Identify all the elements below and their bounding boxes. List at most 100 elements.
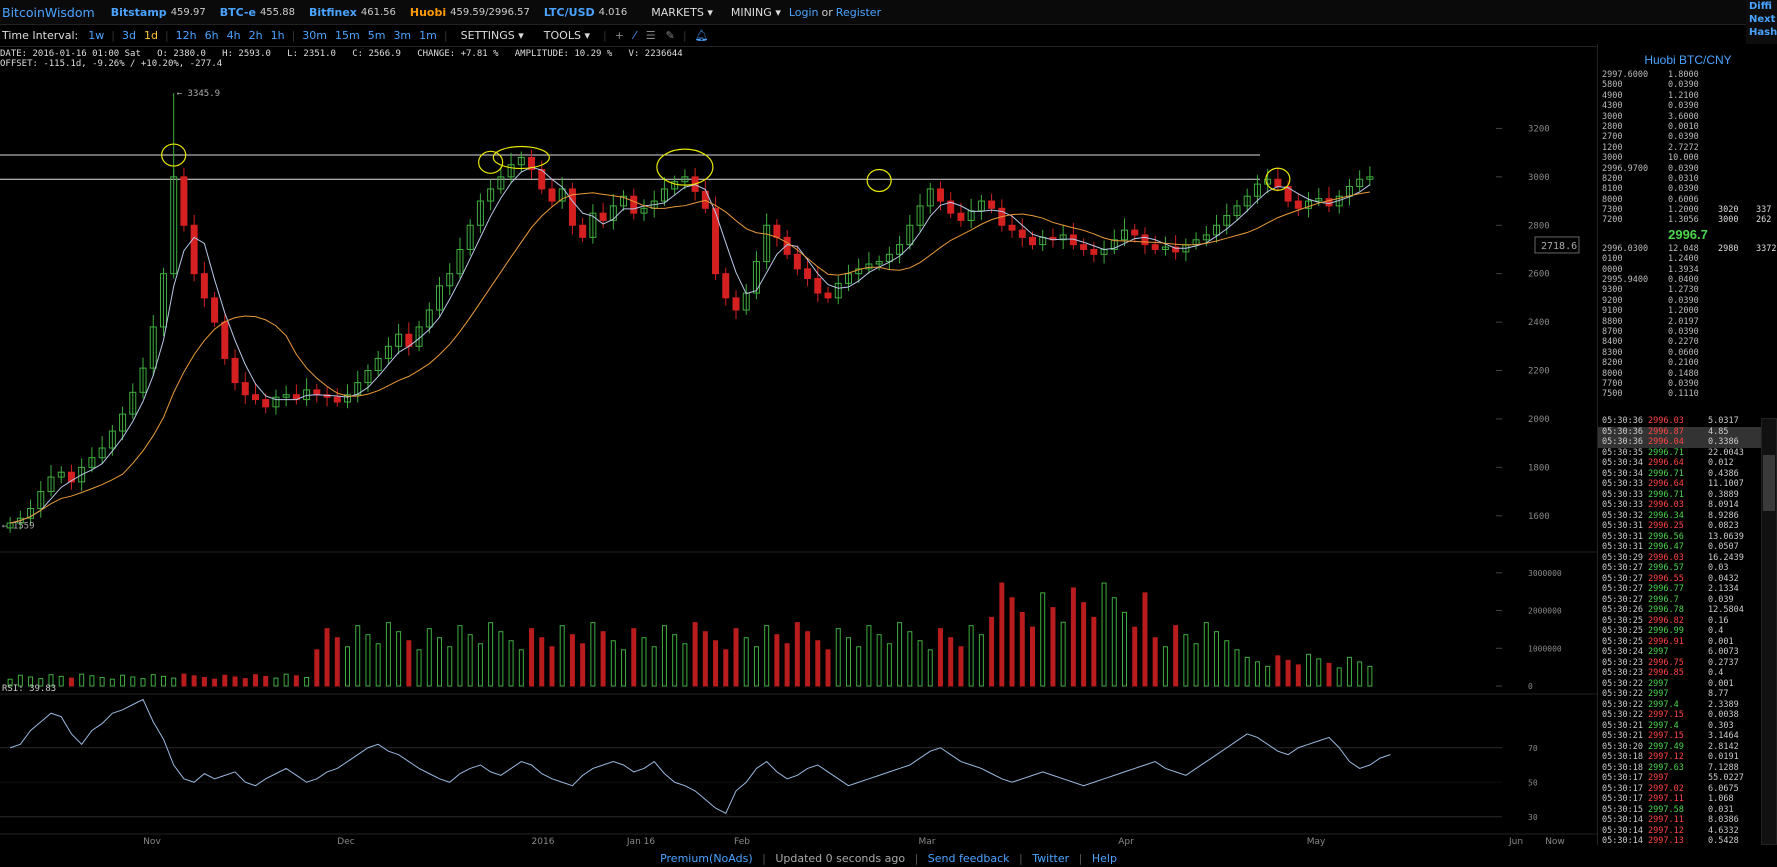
mining-menu[interactable]: MINING ▾ bbox=[731, 6, 781, 19]
bid-price: 8800 bbox=[1602, 316, 1623, 327]
trade-row: 05:30:33 2996.71 0.3889 bbox=[1598, 490, 1777, 501]
twitter-link[interactable]: Twitter bbox=[1032, 852, 1070, 865]
candle-body bbox=[231, 357, 239, 384]
interval-12h[interactable]: 12h bbox=[175, 29, 197, 42]
volume-bar bbox=[968, 625, 974, 687]
interval-1d[interactable]: 1d bbox=[143, 29, 158, 42]
market-bitfinex[interactable]: Bitfinex bbox=[308, 5, 357, 19]
divider: | bbox=[111, 29, 115, 42]
bid-row: 8700 0.0390 bbox=[1598, 327, 1777, 337]
pen-tool-icon[interactable]: ✎ bbox=[665, 29, 675, 42]
interval-2h[interactable]: 2h bbox=[248, 29, 263, 42]
help-link[interactable]: Help bbox=[1091, 852, 1117, 865]
market-bitstamp[interactable]: Bitstamp bbox=[110, 5, 167, 19]
site-logo[interactable]: BitcoinWisdom bbox=[2, 4, 95, 20]
candle-body bbox=[936, 188, 944, 202]
trade-amount: 3.1464 bbox=[1708, 731, 1739, 741]
volume-bar bbox=[7, 678, 13, 687]
candle-body bbox=[1029, 236, 1036, 246]
trade-history-list[interactable]: 05:30:36 2996.03 5.0317 05:30:36 2996.87 4.85… bbox=[1598, 416, 1777, 847]
volume-bar bbox=[396, 631, 402, 687]
interval-6h[interactable]: 6h bbox=[204, 29, 219, 42]
candle-body bbox=[967, 210, 975, 221]
trade-price: 2996.71 bbox=[1648, 489, 1684, 500]
bid-amount: 0.0390 bbox=[1668, 295, 1699, 306]
send-feedback-link[interactable]: Send feedback bbox=[927, 852, 1010, 865]
login-link[interactable]: Login bbox=[788, 5, 819, 19]
ask-row: 2800 0.0010 bbox=[1598, 122, 1777, 132]
market-btce[interactable]: BTC-e bbox=[219, 5, 256, 19]
candle-body bbox=[57, 471, 65, 478]
interval-15m[interactable]: 15m bbox=[335, 29, 360, 42]
divider: | bbox=[602, 29, 607, 42]
scrollbar-thumb[interactable] bbox=[1763, 455, 1775, 511]
trendline-tool-icon[interactable]: ⁄ bbox=[633, 29, 636, 42]
interval-1h[interactable]: 1h bbox=[270, 29, 285, 42]
ask-row: 2996.9700 0.0390 bbox=[1598, 164, 1777, 174]
ask-price: 8100 bbox=[1602, 184, 1623, 195]
candle-body bbox=[27, 508, 35, 519]
bid-row: 8200 0.2100 bbox=[1598, 358, 1777, 368]
price-tick-label: 2000 bbox=[1528, 415, 1550, 425]
candle-body bbox=[1121, 229, 1129, 241]
candle-body bbox=[1090, 248, 1098, 255]
caret-down-icon: ▾ bbox=[584, 29, 590, 42]
markets-menu[interactable]: MARKETS ▾ bbox=[651, 6, 713, 19]
interval-4h[interactable]: 4h bbox=[226, 29, 241, 42]
trade-amount: 2.8142 bbox=[1708, 741, 1739, 752]
candle-body bbox=[16, 517, 24, 524]
interval-30m[interactable]: 30m bbox=[302, 29, 327, 42]
volume-bar bbox=[375, 643, 381, 687]
price-tick-label: 2800 bbox=[1528, 221, 1550, 231]
x-axis-label: 2016 bbox=[532, 837, 555, 847]
interval-1m[interactable]: 1m bbox=[419, 29, 437, 42]
volume-bar bbox=[252, 674, 258, 687]
trade-price: 2996.04 bbox=[1648, 437, 1684, 447]
settings-menu[interactable]: SETTINGS ▾ bbox=[461, 29, 524, 42]
register-link[interactable]: Register bbox=[835, 5, 882, 19]
candle-body bbox=[579, 224, 587, 238]
volume-bar bbox=[212, 678, 218, 687]
bid-amount: 0.0390 bbox=[1668, 326, 1699, 337]
candle-body bbox=[272, 396, 280, 408]
market-huobi[interactable]: Huobi bbox=[409, 5, 447, 19]
candle-body bbox=[528, 156, 536, 171]
horizontal-lines-tool-icon[interactable]: ☰ bbox=[645, 29, 656, 42]
candle-body bbox=[712, 207, 720, 275]
bell-alert-icon[interactable]: 🔔︎ bbox=[694, 29, 709, 42]
market-ltcusd[interactable]: LTC/USD bbox=[543, 5, 595, 19]
bid-row: 2995.9400 0.0400 bbox=[1598, 275, 1777, 285]
order-book-title[interactable]: Huobi BTC/CNY bbox=[1644, 53, 1732, 67]
rsi-line bbox=[9, 698, 1391, 814]
bid-amount: 1.3934 bbox=[1668, 264, 1699, 275]
interval-5m[interactable]: 5m bbox=[367, 29, 386, 42]
ma-short-line bbox=[9, 166, 1371, 524]
trades-scrollbar[interactable] bbox=[1761, 418, 1777, 845]
trade-price: 2996.78 bbox=[1648, 605, 1684, 615]
candle-body bbox=[1161, 246, 1169, 250]
trade-amount: 0.2737 bbox=[1708, 657, 1739, 668]
volume-bar bbox=[753, 646, 759, 687]
difficulty-box[interactable]: Diffi Next Hash bbox=[1746, 0, 1777, 44]
trade-amount: 16.2439 bbox=[1708, 552, 1744, 563]
interval-1w[interactable]: 1w bbox=[88, 29, 105, 42]
trade-row: 05:30:21 2997.15 3.1464 bbox=[1598, 731, 1777, 742]
trade-time: 05:30:22 bbox=[1602, 699, 1643, 710]
tools-menu[interactable]: TOOLS ▾ bbox=[544, 29, 590, 42]
trade-price: 2996.64 bbox=[1648, 458, 1684, 468]
volume-bar bbox=[948, 637, 954, 687]
volume-bar bbox=[488, 622, 494, 687]
trade-time: 05:30:36 bbox=[1602, 437, 1643, 447]
volume-bar bbox=[1193, 643, 1199, 687]
crosshair-tool-icon[interactable]: + bbox=[614, 29, 624, 42]
trade-time: 05:30:25 bbox=[1602, 626, 1643, 636]
interval-3d[interactable]: 3d bbox=[121, 29, 136, 42]
bid-depth-price: 2980 bbox=[1718, 243, 1739, 254]
candle-body bbox=[1018, 229, 1026, 238]
volume-bar bbox=[222, 674, 228, 687]
price-chart[interactable]: 1600 1800 2000 2200 2400 2600 2800 3000 3200 ← 33… bbox=[0, 44, 1597, 850]
interval-3m[interactable]: 3m bbox=[393, 29, 412, 42]
trade-row: 05:30:25 2996.99 0.4 bbox=[1598, 626, 1777, 637]
trade-time: 05:30:31 bbox=[1602, 531, 1643, 542]
premium-link[interactable]: Premium(NoAds) bbox=[660, 852, 753, 865]
